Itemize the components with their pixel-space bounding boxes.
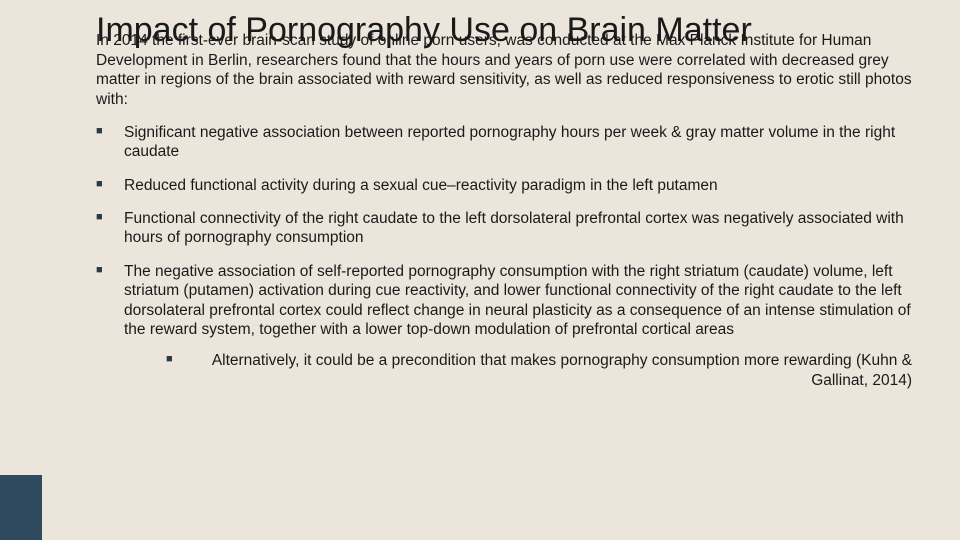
intro-paragraph: In 2014 the first-ever brain-scan study … (96, 31, 912, 109)
list-item: Significant negative association between… (96, 123, 912, 162)
slide-content: Impact of Pornography Use on Brain Matte… (0, 0, 960, 416)
accent-block (0, 476, 42, 540)
accent-sidebar (0, 0, 42, 540)
sub-list-item: Alternatively, it could be a preconditio… (124, 351, 912, 390)
list-item-text: The negative association of self-reporte… (124, 263, 911, 338)
list-item: Functional connectivity of the right cau… (96, 209, 912, 248)
sub-bullet-list: Alternatively, it could be a preconditio… (124, 351, 912, 390)
list-item: The negative association of self-reporte… (96, 262, 912, 390)
list-item: Reduced functional activity during a sex… (96, 176, 912, 195)
bullet-list: Significant negative association between… (96, 123, 912, 390)
